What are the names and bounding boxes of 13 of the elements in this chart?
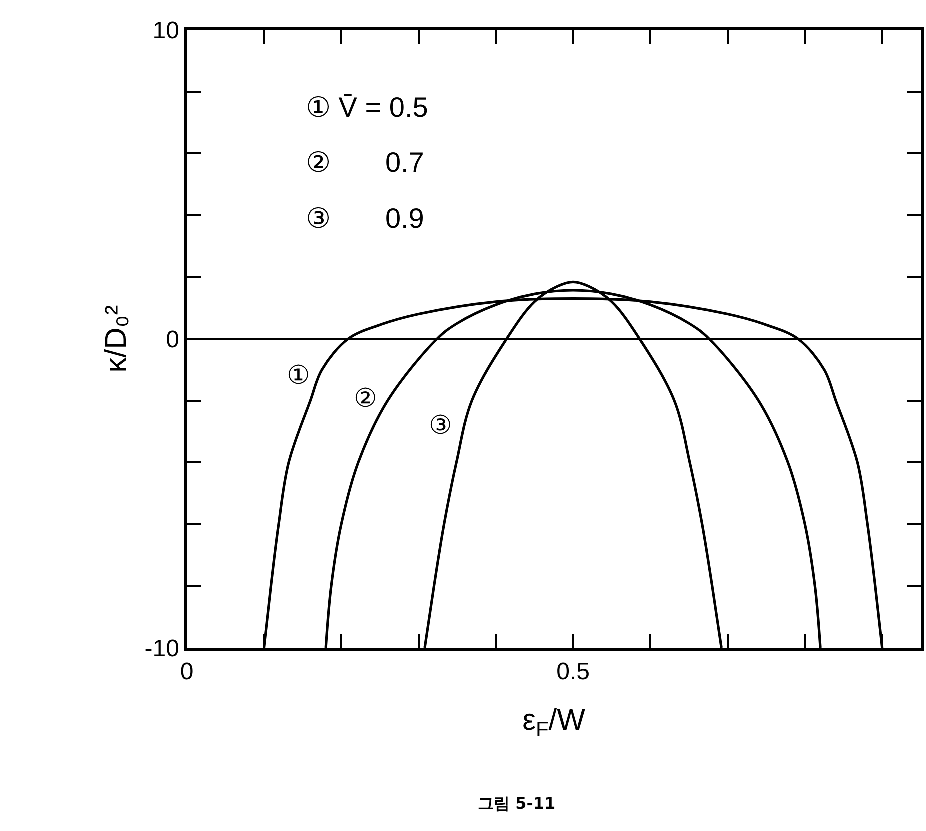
x-tick-label: 0.5 — [556, 658, 590, 686]
y-axis-title: κ/D₀² — [100, 305, 133, 373]
annotation: ① V̄ = 0.5 — [306, 92, 428, 123]
annotation: ② — [354, 383, 377, 413]
annotation: ① — [287, 360, 310, 390]
y-tick-label: 0 — [166, 326, 180, 354]
x-axis-title: ε$_{F}$/W — [522, 704, 586, 742]
annotation: ② 0.7 — [306, 147, 424, 178]
y-tick-label: 10 — [152, 17, 180, 44]
caption: 그림 5-11 — [478, 794, 556, 813]
annotation: ③ 0.9 — [306, 203, 424, 234]
y-tick-label: -10 — [144, 635, 180, 662]
annotation: ③ — [429, 410, 452, 440]
